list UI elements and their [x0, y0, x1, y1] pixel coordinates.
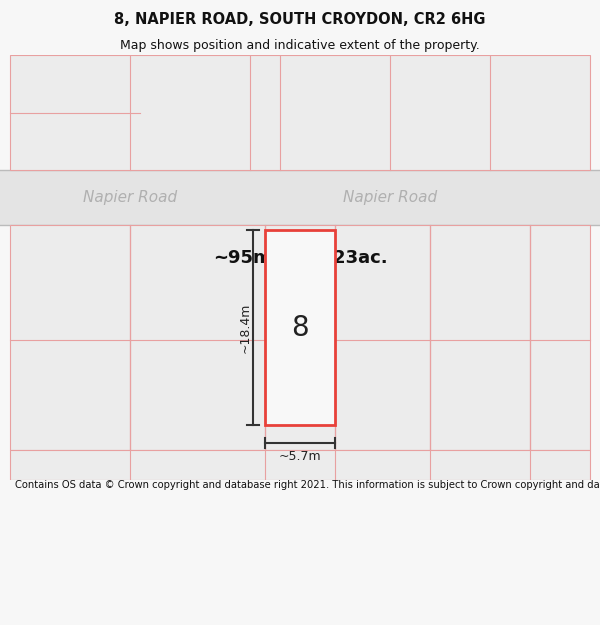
Bar: [530, 225, 590, 450]
Text: 8, NAPIER ROAD, SOUTH CROYDON, CR2 6HG: 8, NAPIER ROAD, SOUTH CROYDON, CR2 6HG: [114, 12, 486, 27]
Bar: [335, 225, 430, 450]
Bar: [10, 225, 130, 450]
Text: Contains OS data © Crown copyright and database right 2021. This information is : Contains OS data © Crown copyright and d…: [15, 480, 600, 490]
Bar: [10, 225, 590, 450]
Text: ~5.7m: ~5.7m: [278, 450, 322, 463]
Text: ~95m²/~0.023ac.: ~95m²/~0.023ac.: [212, 248, 388, 266]
Text: Napier Road: Napier Road: [343, 190, 437, 205]
Bar: [265, 225, 335, 450]
Bar: [10, 450, 590, 480]
Bar: [10, 55, 590, 170]
Text: ~18.4m: ~18.4m: [239, 302, 251, 352]
Bar: [265, 230, 335, 425]
Bar: [430, 225, 530, 450]
Text: 8: 8: [291, 314, 309, 341]
Text: Map shows position and indicative extent of the property.: Map shows position and indicative extent…: [120, 39, 480, 51]
Bar: [0, 170, 600, 225]
Bar: [130, 225, 265, 450]
Text: Napier Road: Napier Road: [83, 190, 177, 205]
